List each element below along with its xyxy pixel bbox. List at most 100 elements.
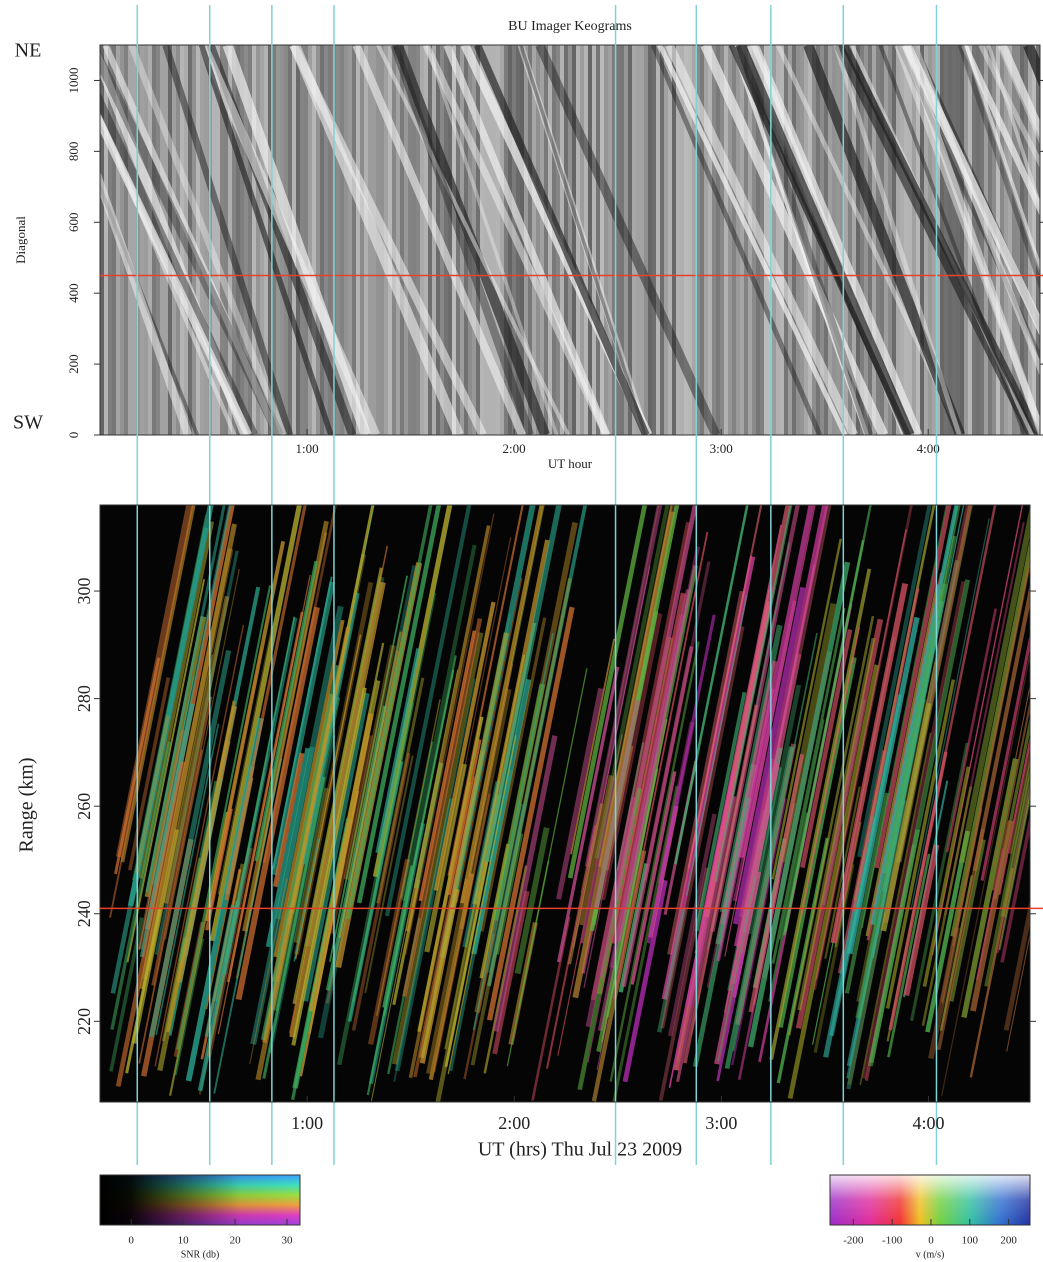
rti-streak (235, 606, 320, 1001)
keogram-column (692, 45, 696, 435)
keogram-column (900, 45, 904, 435)
rti-streak (778, 719, 825, 940)
rti-streak (302, 692, 370, 1002)
keogram-band (665, 45, 858, 435)
y-axis-label: Range (km) (16, 758, 38, 853)
keogram-band (393, 45, 550, 435)
x-tick-label: -200 (843, 1235, 864, 1247)
y-tick-label: 300 (74, 578, 94, 605)
rti-streak (351, 752, 411, 1031)
rti-streak (733, 505, 829, 947)
rti-streak (777, 656, 857, 1028)
rti-streak (144, 616, 207, 898)
keogram-column (320, 45, 324, 435)
rti-streak (984, 757, 1030, 987)
rti-streak (480, 617, 547, 932)
rti-streak (514, 827, 550, 975)
keogram-band (198, 45, 380, 435)
keogram-band (198, 45, 334, 435)
keogram-column (608, 45, 612, 435)
keogram-band (963, 45, 1040, 277)
rti-streak (694, 691, 747, 932)
y-tick-label: 600 (66, 213, 81, 233)
keogram-band (998, 45, 1040, 140)
rti-streak (596, 565, 698, 1053)
keogram-band (728, 45, 911, 435)
keogram-column (644, 45, 648, 435)
keogram-column (1012, 45, 1016, 435)
rti-streak (579, 774, 614, 926)
rti-streak (724, 505, 816, 957)
rti-streak (557, 734, 623, 1056)
keogram-column (724, 45, 728, 435)
rti-streak (824, 786, 861, 959)
rti-streak (151, 696, 213, 986)
keogram-band (517, 45, 650, 435)
rti-streak (141, 548, 234, 980)
rti-streak (667, 590, 745, 956)
keogram-band (833, 45, 962, 435)
keogram-column (536, 45, 540, 435)
keogram-column (688, 45, 692, 435)
keogram-band (102, 45, 281, 435)
rti-streak (716, 688, 775, 962)
rti-streak (729, 653, 802, 985)
keogram-column (844, 45, 848, 435)
x-tick-label: 1:00 (295, 441, 318, 456)
keogram-column (680, 45, 684, 435)
keogram-column (904, 45, 908, 435)
keogram-column (500, 45, 504, 435)
keogram-column (732, 45, 736, 435)
rti-streak (952, 568, 1030, 946)
rti-streak (885, 679, 956, 1009)
rti-streak (265, 747, 310, 948)
rti-streak (145, 505, 226, 893)
keogram-column (664, 45, 668, 435)
rti-streak (115, 761, 186, 1087)
rti-streak (714, 505, 793, 883)
rti-streak (337, 701, 414, 1066)
rti-streak (289, 545, 389, 1034)
rti-streak (444, 654, 526, 1050)
rti-streak (327, 734, 374, 934)
rti-streak (418, 632, 509, 1059)
rti-streak (921, 786, 973, 1027)
keogram-column (428, 45, 432, 435)
keogram-band (834, 45, 1036, 435)
rti-streak (846, 800, 909, 1090)
rti-streak (205, 808, 233, 931)
rti-streak (372, 505, 453, 878)
rti-streak (862, 581, 966, 1079)
rti-streak (746, 684, 802, 935)
rti-streak (903, 844, 940, 997)
rti-streak (593, 699, 641, 909)
rti-streak (782, 539, 865, 936)
x-axis-label: v (m/s) (916, 1249, 945, 1260)
rti-streak (204, 904, 236, 1038)
rti-streak (209, 505, 303, 942)
keogram-column (504, 45, 508, 435)
rti-streak (599, 816, 636, 978)
rti-streak (609, 641, 700, 1082)
rti-streak (382, 865, 413, 1008)
rti-streak (447, 735, 517, 1075)
keogram-band (986, 45, 1040, 212)
keogram-column (584, 45, 588, 435)
rti-streak (857, 505, 932, 858)
rti-streak (418, 630, 477, 902)
keogram-column (920, 45, 924, 435)
keogram-column (492, 45, 496, 435)
x-tick-label: -100 (882, 1235, 903, 1247)
keogram-column (992, 45, 996, 435)
keogram-column (784, 45, 788, 435)
keogram-column (340, 45, 344, 435)
rti-streak (249, 878, 288, 1065)
rti-streak (800, 629, 853, 869)
keogram-column (360, 45, 364, 435)
rti-streak (154, 624, 245, 1067)
keogram-band (957, 45, 1040, 291)
rti-streak (733, 586, 806, 925)
rti-streak (753, 879, 781, 1006)
keogram-column (668, 45, 672, 435)
